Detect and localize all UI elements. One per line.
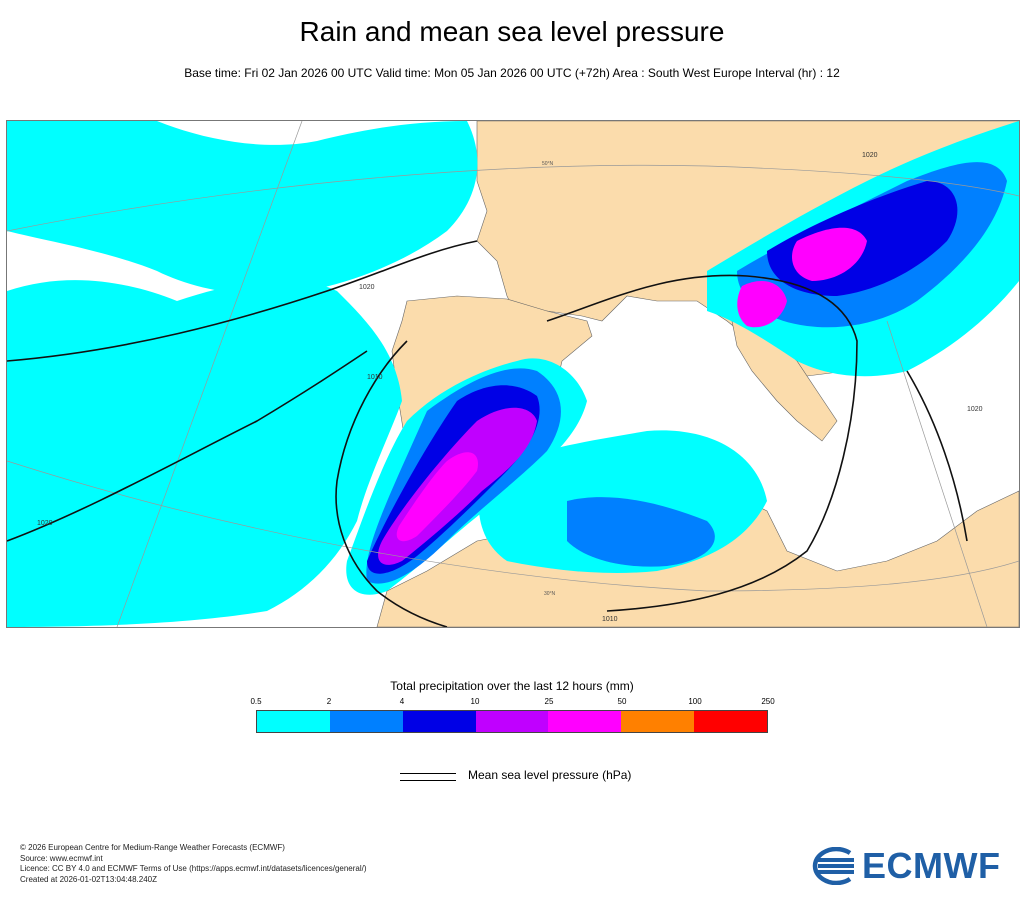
isobar-1020-northwest	[7, 240, 478, 362]
precip-cyan-north	[7, 121, 478, 295]
precip-magenta-italy	[792, 227, 867, 281]
colorbar-segment	[475, 711, 549, 732]
isobar-label: 1020	[967, 406, 983, 413]
colorbar-segment	[694, 711, 768, 732]
precip-cyan-atlantic	[7, 280, 402, 627]
colorbar-tick: 4	[399, 697, 405, 706]
colorbar-segment	[621, 711, 695, 732]
colorbar-tick: 100	[688, 697, 702, 706]
chart-subtitle: Base time: Fri 02 Jan 2026 00 UTC Valid …	[184, 66, 840, 80]
isobar-1020-east	[906, 370, 968, 542]
licence-line: Licence: CC BY 4.0 and ECMWF Terms of Us…	[20, 864, 367, 873]
chart-title: Rain and mean sea level pressure	[299, 16, 725, 47]
latitude-label: 30°N	[544, 591, 556, 597]
colorbar-tick: 50	[617, 697, 627, 706]
isobar-label: 1020	[862, 152, 878, 159]
created-line: Created at 2026-01-02T13:04:48.240Z	[20, 874, 157, 884]
colorbar-segment	[329, 711, 403, 732]
ecmwf-logo-icon	[812, 847, 854, 885]
weather-map[interactable]: 1020 1010 1020 1020 1010 1020 50°N 30°N	[6, 120, 1020, 628]
colorbar-tick: 0.5	[250, 697, 262, 706]
colorbar-tick: 2	[326, 697, 332, 706]
colorbar-tick: 250	[761, 697, 775, 706]
map-canvas: 1020 1010 1020 1020 1010 1020 50°N 30°N	[7, 121, 1019, 627]
mslp-legend-line	[400, 773, 456, 781]
latitude-label: 50°N	[542, 161, 554, 167]
ecmwf-logo: ECMWF	[812, 847, 1007, 885]
isobar-1020-southwest	[7, 350, 368, 542]
precipitation-layer	[7, 121, 1019, 627]
mslp-legend-label: Mean sea level pressure (hPa)	[468, 768, 632, 782]
meridian-1	[116, 121, 303, 627]
ecmwf-logo-text: ECMWF	[862, 845, 1001, 886]
source-line: Source: www.ecmwf.int	[20, 853, 103, 863]
colorbar-tick: 25	[544, 697, 554, 706]
parallel-north	[7, 164, 1019, 232]
precipitation-colorbar	[256, 710, 768, 733]
isobar-1010-iberia	[335, 340, 448, 627]
mslp-legend: Mean sea level pressure (hPa)	[400, 767, 700, 787]
copyright-line: © 2026 European Centre for Medium-Range …	[20, 843, 285, 852]
isobar-labels: 1020 1010 1020 1020 1010 1020	[37, 152, 983, 623]
footer-credits: © 2026 European Centre for Medium-Range …	[20, 843, 367, 885]
precip-magenta-tyrrhenian	[737, 281, 787, 328]
parallel-south	[7, 460, 1019, 592]
precip-magenta-iberia	[396, 452, 478, 542]
precipitation-legend-title: Total precipitation over the last 12 hou…	[390, 679, 634, 693]
graticule	[7, 121, 1019, 627]
meridian-2	[886, 320, 988, 627]
isobar-label: 1020	[359, 284, 375, 291]
latitude-labels: 50°N 30°N	[542, 161, 556, 597]
colorbar-segment	[548, 711, 622, 732]
colorbar-segment	[257, 711, 330, 732]
isobar-label: 1020	[37, 520, 53, 527]
colorbar-segment	[402, 711, 476, 732]
colorbar-ticks: 0.5 2 4 10 25 50 100 250	[250, 697, 774, 709]
colorbar-tick: 10	[470, 697, 480, 706]
isobars	[7, 240, 968, 627]
isobar-1010-mediterranean	[546, 274, 858, 612]
isobar-label: 1010	[602, 616, 618, 623]
precip-blue-africa	[567, 497, 715, 567]
isobar-label: 1010	[367, 374, 383, 381]
